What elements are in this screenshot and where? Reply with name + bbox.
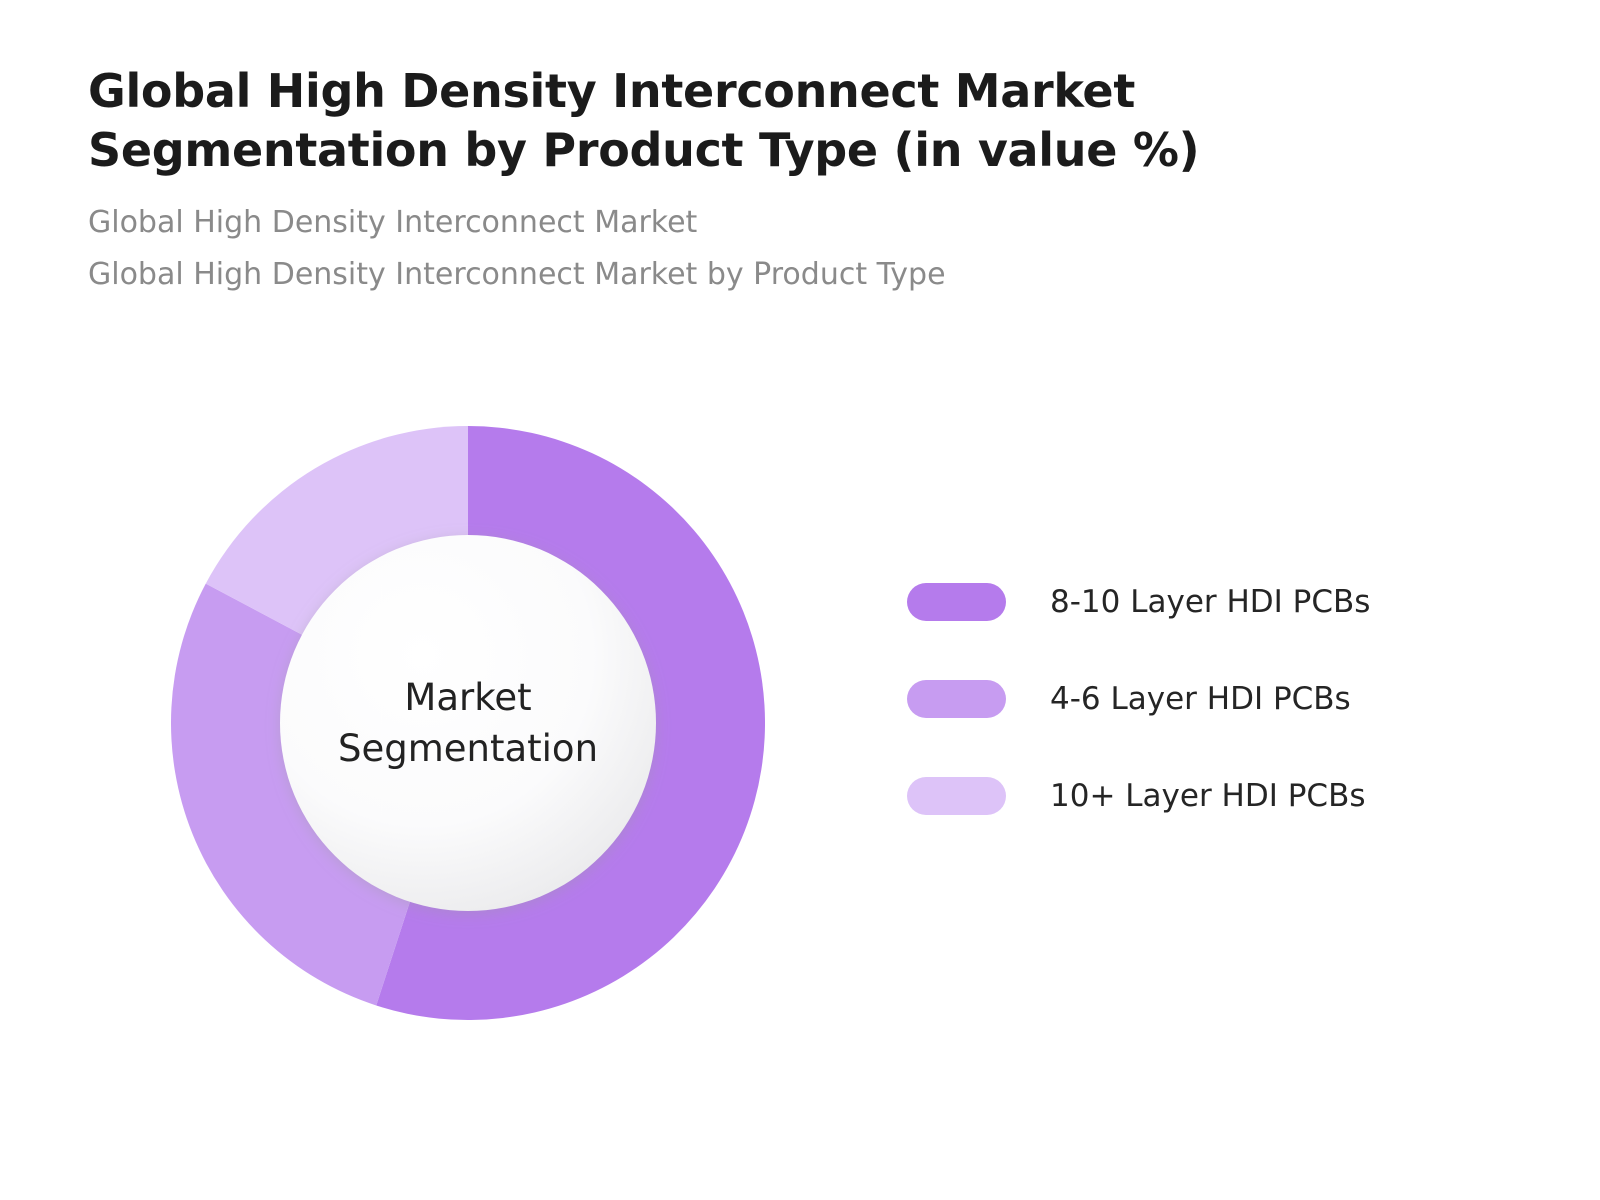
chart-header: Global High Density Interconnect Market … <box>88 62 1518 295</box>
page-title: Global High Density Interconnect Market … <box>88 64 1200 177</box>
legend-item[interactable]: 8-10 Layer HDI PCBs <box>907 553 1467 650</box>
chart-subtitle-secondary: Global High Density Interconnect Market … <box>88 257 946 293</box>
chart-body: Market Segmentation 8-10 Layer HDI PCBs 4… <box>0 380 1600 1080</box>
legend-item[interactable]: 10+ Layer HDI PCBs <box>907 747 1467 844</box>
legend-item-label: 8-10 Layer HDI PCBs <box>1050 583 1371 620</box>
legend-swatch-icon <box>907 582 1006 621</box>
legend-item-label: 4-6 Layer HDI PCBs <box>1050 680 1351 717</box>
chart-legend: 8-10 Layer HDI PCBs 4-6 Layer HDI PCBs 10+… <box>907 553 1467 844</box>
donut-center-hub <box>280 535 656 911</box>
chart-subtitle-primary: Global High Density Interconnect Market <box>88 204 698 240</box>
legend-swatch-icon <box>907 776 1006 815</box>
legend-item[interactable]: 4-6 Layer HDI PCBs <box>907 650 1467 747</box>
legend-item-label: 10+ Layer HDI PCBs <box>1050 777 1366 814</box>
donut-chart: Market Segmentation <box>171 426 765 1020</box>
legend-swatch-icon <box>907 679 1006 718</box>
donut-chart-svg <box>171 426 765 1020</box>
